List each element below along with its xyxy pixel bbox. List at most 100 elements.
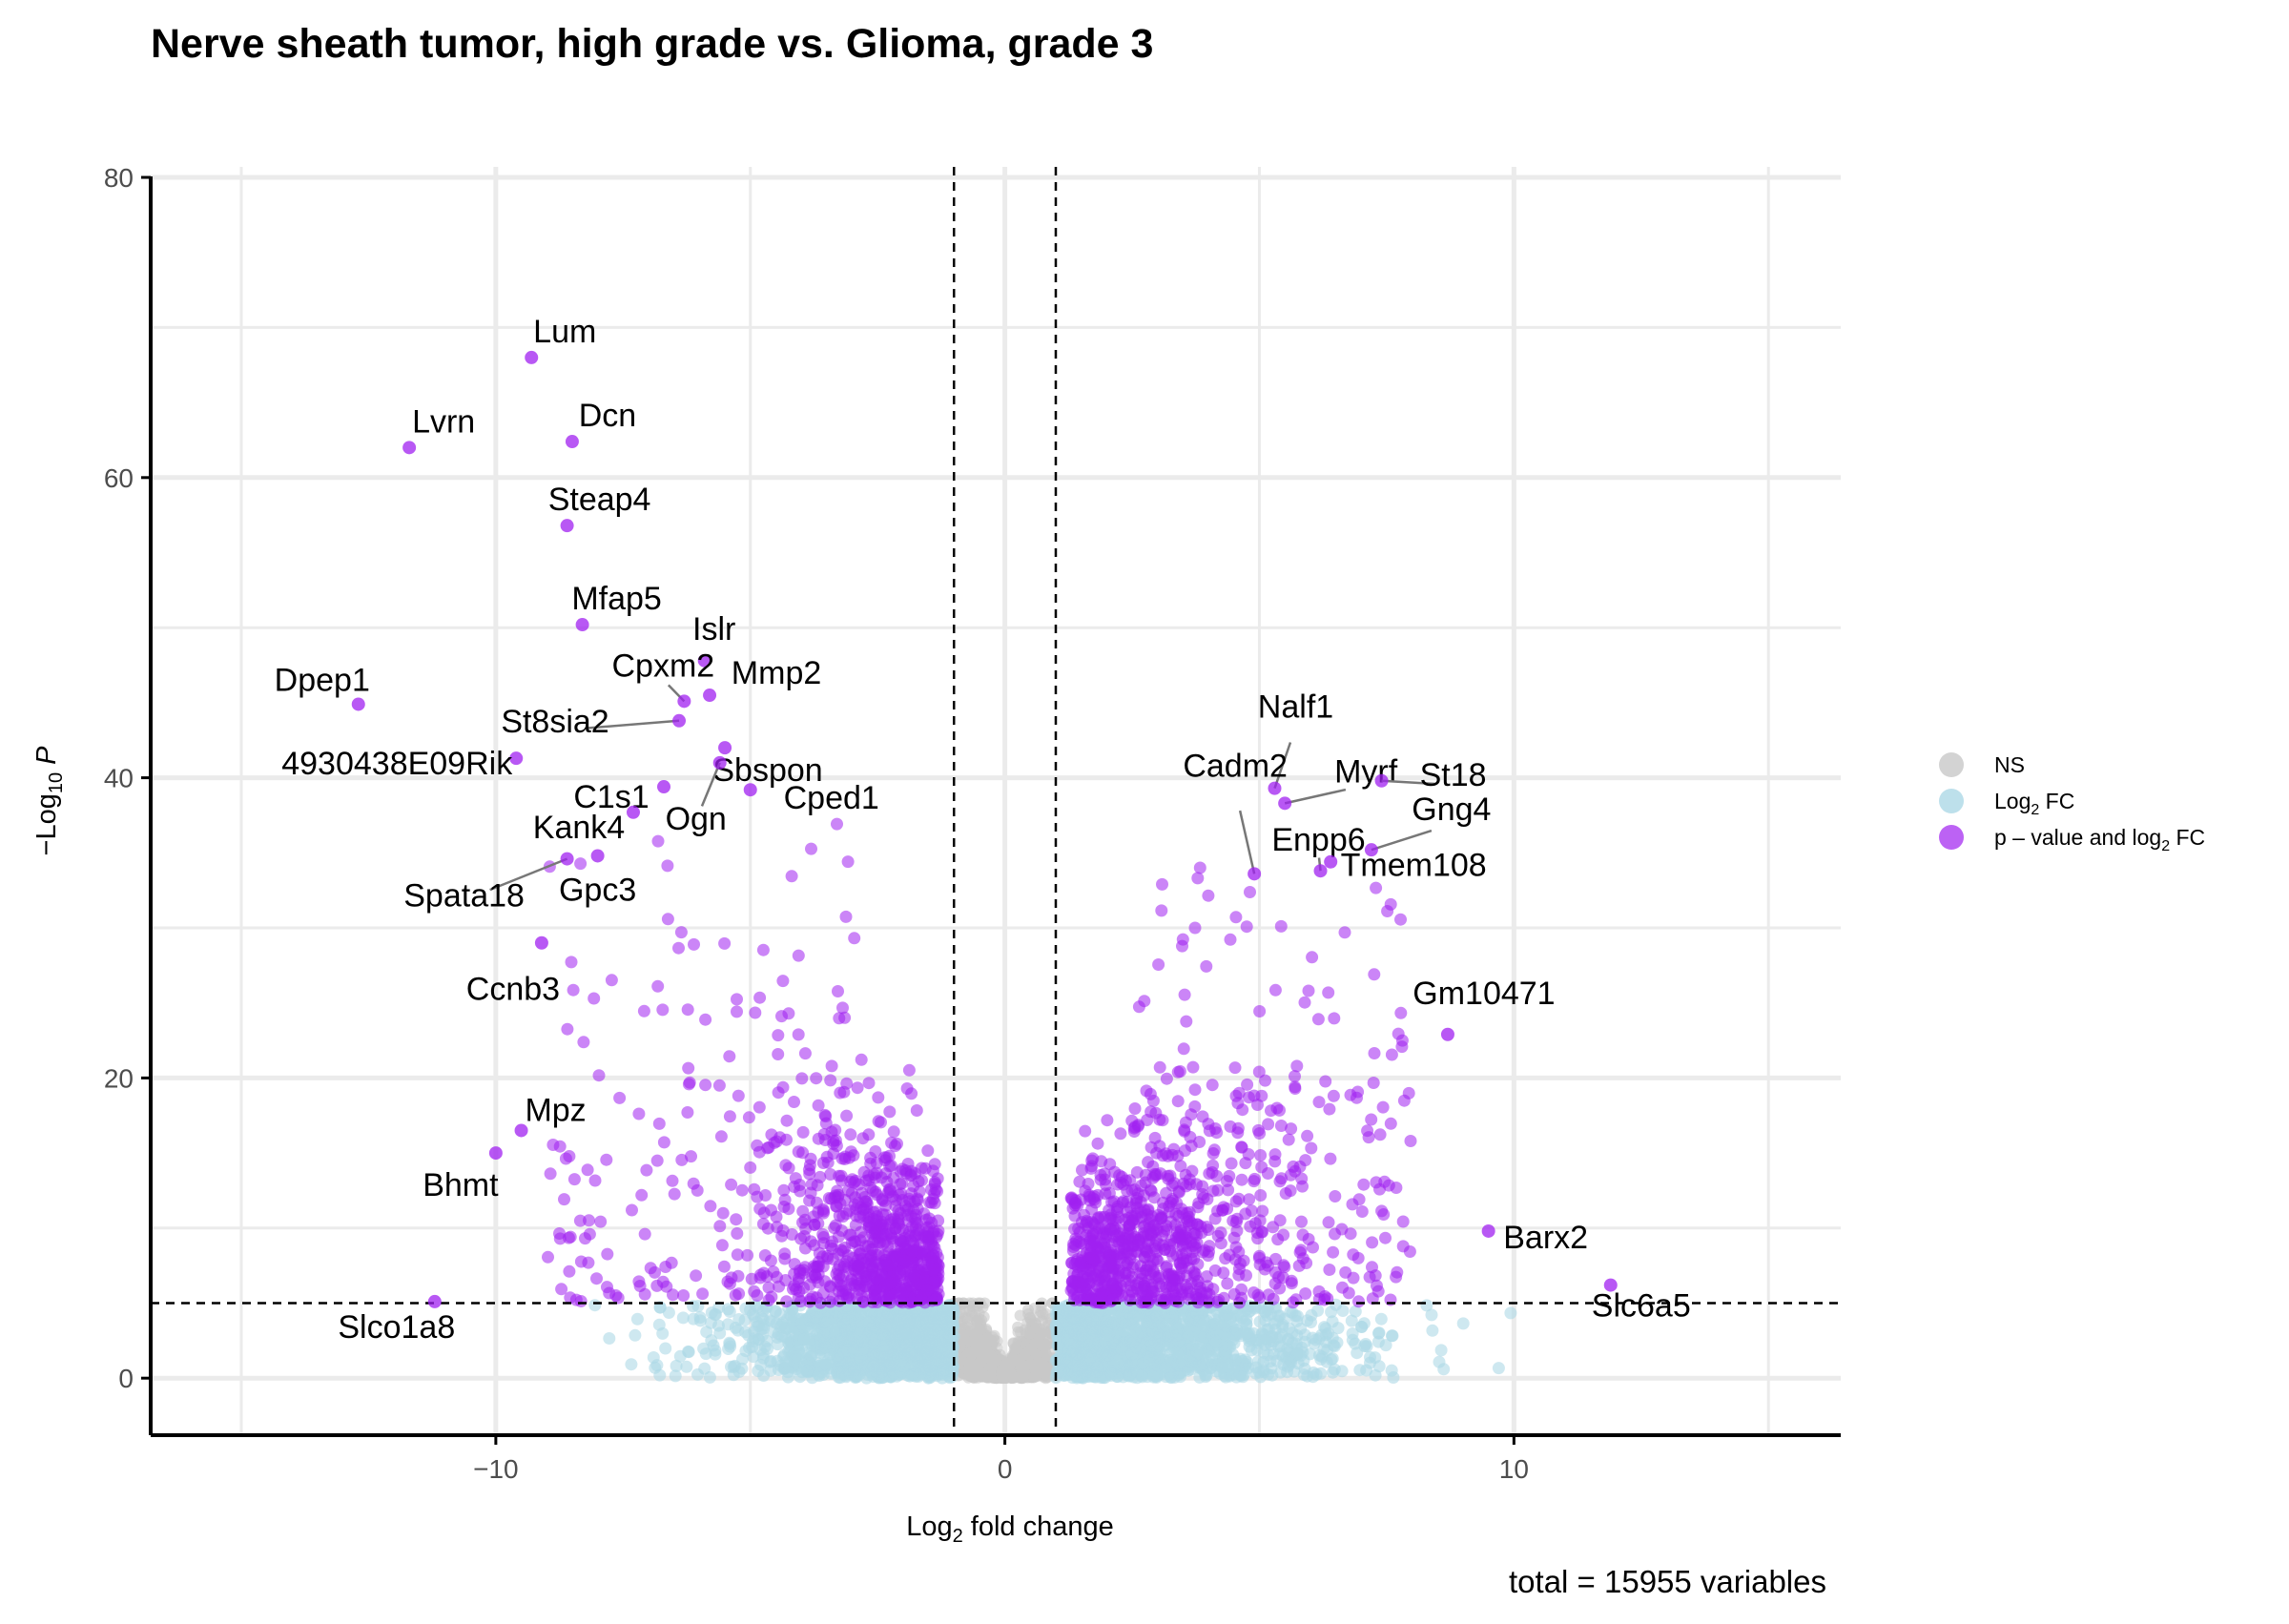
fc-point [680, 1360, 693, 1373]
fc-point [1425, 1308, 1438, 1322]
fc-point [1235, 1354, 1248, 1367]
fc-point [1066, 1345, 1080, 1358]
ns-point [971, 1327, 983, 1340]
fc-point [1219, 1320, 1232, 1332]
fc-point [1097, 1360, 1110, 1373]
fc-point [939, 1319, 953, 1332]
fc-point [721, 1318, 734, 1331]
fc-point [818, 1316, 832, 1329]
fc-point [789, 1350, 802, 1364]
fc-point [1198, 1330, 1211, 1344]
significant-point [902, 1063, 916, 1077]
significant-point [723, 1110, 736, 1123]
fc-point [1102, 1348, 1115, 1362]
significant-point [1322, 1216, 1335, 1229]
fc-point [818, 1341, 832, 1354]
significant-point [812, 1099, 825, 1112]
significant-point [1193, 1136, 1206, 1148]
fc-point [867, 1360, 880, 1372]
fc-point [922, 1336, 936, 1349]
fc-point [1115, 1343, 1128, 1356]
fc-point [894, 1365, 907, 1378]
fc-point [1273, 1347, 1287, 1361]
fc-point [687, 1300, 700, 1313]
fc-point [669, 1369, 682, 1383]
fc-point [868, 1333, 881, 1346]
ns-point [980, 1370, 993, 1383]
fc-point [1222, 1340, 1235, 1353]
fc-point [844, 1331, 857, 1345]
fc-point [1220, 1302, 1233, 1314]
fc-point [1240, 1317, 1253, 1330]
significant-point [1101, 1114, 1114, 1127]
fc-point [1426, 1324, 1439, 1337]
fc-point [1298, 1335, 1311, 1348]
ns-point [980, 1345, 993, 1357]
fc-point [1492, 1362, 1505, 1375]
fc-point [1289, 1309, 1302, 1323]
fc-point [1145, 1357, 1159, 1370]
fc-point [899, 1340, 913, 1353]
ns-point [1003, 1366, 1016, 1378]
fc-point [903, 1369, 917, 1383]
fc-point [732, 1313, 746, 1326]
fc-point [926, 1368, 939, 1382]
significant-point [780, 1295, 794, 1308]
significant-point [1091, 1137, 1104, 1150]
significant-point [892, 1204, 905, 1218]
fc-point [1266, 1330, 1279, 1344]
significant-point [900, 1082, 914, 1095]
ns-point-layer [948, 1297, 1062, 1385]
fc-point [652, 1318, 666, 1331]
significant-point [780, 1114, 794, 1127]
fc-point [1282, 1332, 1295, 1346]
fc-point [1309, 1367, 1323, 1381]
fc-point [713, 1326, 727, 1340]
significant-point [1296, 1228, 1309, 1242]
fc-point [1209, 1323, 1223, 1336]
fc-point [1357, 1317, 1371, 1330]
fc-point [1385, 1329, 1398, 1343]
significant-point [1211, 1183, 1225, 1197]
fc-point [945, 1365, 959, 1378]
fc-point [876, 1332, 890, 1346]
fc-point [1311, 1304, 1325, 1317]
fc-point [775, 1318, 789, 1331]
significant-point [741, 1248, 754, 1262]
fc-point [1346, 1333, 1359, 1346]
significant-point-layer [542, 817, 1417, 1309]
fc-point [771, 1338, 784, 1351]
fc-point [1364, 1350, 1376, 1364]
ns-point [975, 1355, 987, 1367]
fc-point [1387, 1371, 1400, 1384]
significant-point [1289, 1070, 1301, 1083]
fc-point [1141, 1321, 1154, 1334]
fc-point [1328, 1363, 1341, 1376]
fc-point [1077, 1349, 1090, 1363]
significant-point [1370, 881, 1383, 894]
fc-point [764, 1354, 777, 1367]
fc-point [1456, 1317, 1470, 1330]
ns-point [1014, 1309, 1026, 1322]
fc-point [831, 1364, 844, 1377]
fc-point [754, 1358, 768, 1371]
fc-point [1165, 1356, 1179, 1368]
fc-point [1331, 1322, 1345, 1335]
fc-point [1148, 1342, 1162, 1355]
fc-point [662, 1306, 675, 1319]
fc-point [1162, 1326, 1175, 1339]
fc-point [1097, 1371, 1110, 1385]
ns-point [962, 1371, 975, 1384]
fc-point [1057, 1364, 1070, 1376]
fc-point [875, 1316, 888, 1329]
fc-point [1266, 1368, 1279, 1382]
fc-point [1336, 1305, 1350, 1317]
fc-point [1345, 1314, 1358, 1327]
fc-point [1086, 1369, 1100, 1382]
fc-point [795, 1317, 808, 1330]
fc-point [1325, 1305, 1338, 1319]
fc-point [856, 1334, 870, 1347]
fc-point [703, 1370, 716, 1384]
fc-point [939, 1343, 952, 1356]
fc-point [910, 1360, 923, 1373]
